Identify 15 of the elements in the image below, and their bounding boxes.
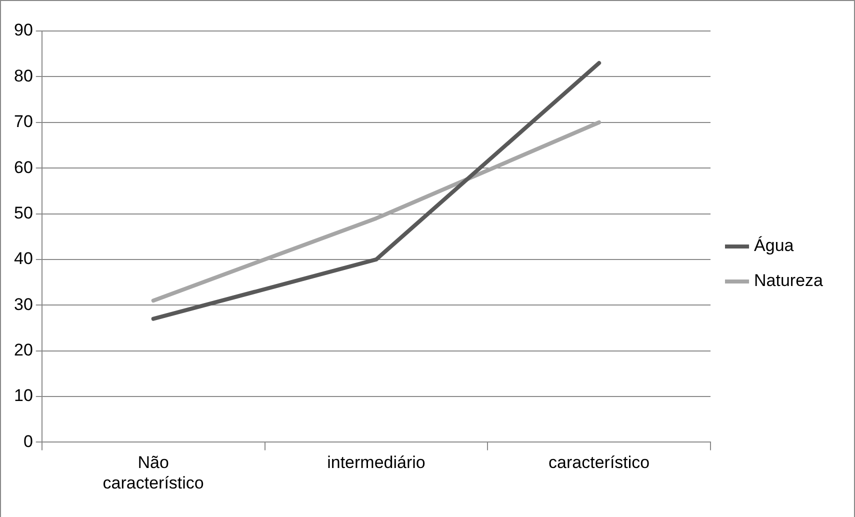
x-tick-label: Não característico xyxy=(102,453,204,492)
x-tick-label: intermediário xyxy=(327,453,426,472)
legend-label: Água xyxy=(754,236,794,256)
y-tick-label: 30 xyxy=(14,294,33,314)
x-tick-label: característico xyxy=(548,453,650,472)
y-tick-label: 80 xyxy=(14,66,33,86)
y-tick-label: 70 xyxy=(14,112,33,132)
y-tick-label: 0 xyxy=(23,432,33,451)
y-tick-label: 90 xyxy=(14,20,33,40)
y-tick-label: 20 xyxy=(14,340,33,360)
y-tick-label: 40 xyxy=(14,249,33,268)
legend-label: Natureza xyxy=(754,271,824,290)
y-tick-label: 50 xyxy=(14,203,33,222)
y-tick-label: 60 xyxy=(14,158,33,177)
y-tick-label: 10 xyxy=(14,386,33,406)
